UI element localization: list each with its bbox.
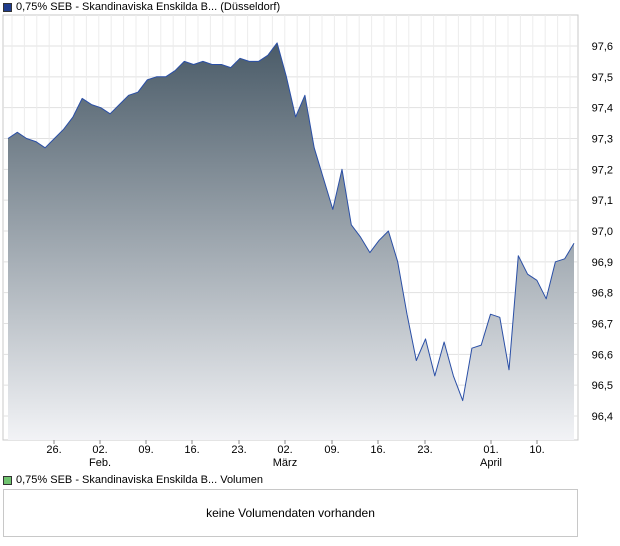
volume-legend: 0,75% SEB - Skandinaviska Enskilda B... … (3, 473, 263, 487)
volume-empty-message: keine Volumendaten vorhanden (206, 506, 375, 520)
price-legend-swatch (3, 2, 12, 12)
y-tick-label: 97,5 (592, 72, 613, 84)
month-label: April (480, 457, 502, 469)
y-tick-label: 96,8 (592, 288, 613, 300)
y-tick-label: 97,2 (592, 164, 613, 176)
x-tick-label: 09. (324, 444, 339, 456)
price-legend: 0,75% SEB - Skandinaviska Enskilda B... … (3, 0, 280, 14)
y-tick-label: 96,7 (592, 319, 613, 331)
y-tick-label: 97,6 (592, 41, 613, 53)
y-axis-ticks: 97,6 97,5 97,4 97,3 97,2 97,1 97,0 96,9 96,8 96,7… (592, 41, 613, 423)
volume-legend-swatch (3, 475, 12, 485)
y-tick-label: 97,3 (592, 134, 613, 146)
x-tick-label: 02. (92, 444, 107, 456)
price-chart: 97,6 97,5 97,4 97,3 97,2 97,1 97,0 96,9 96,8 96,7… (2, 14, 613, 469)
volume-panel: keine Volumendaten vorhanden (3, 489, 578, 537)
price-line (7, 42, 575, 402)
x-tick-label: 23. (231, 444, 246, 456)
x-tick-label: 16. (370, 444, 385, 456)
x-tick-label: 09. (138, 444, 153, 456)
x-tick-label: 01. (483, 444, 498, 456)
y-tick-label: 96,4 (592, 411, 613, 423)
y-tick-label: 97,0 (592, 226, 613, 238)
y-tick-label: 96,6 (592, 349, 613, 361)
y-tick-label: 97,4 (592, 103, 613, 115)
month-label: März (273, 457, 297, 469)
price-area-fill (8, 42, 574, 441)
y-tick-label: 96,9 (592, 257, 613, 269)
x-tick-label: 23. (417, 444, 432, 456)
month-label: Feb. (89, 457, 111, 469)
volume-legend-label: 0,75% SEB - Skandinaviska Enskilda B... … (16, 474, 264, 486)
month-labels: Feb. März April (89, 457, 502, 469)
x-axis-ticks: 26. 02. 09. 16. 23. 02. 09. 16. 23. 01. 10. (46, 440, 545, 456)
x-tick-label: 16. (184, 444, 199, 456)
y-tick-label: 96,5 (592, 380, 613, 392)
y-tick-label: 97,1 (592, 195, 613, 207)
x-tick-label: 10. (529, 444, 544, 456)
price-legend-label: 0,75% SEB - Skandinaviska Enskilda B... … (16, 1, 281, 13)
x-tick-label: 26. (46, 444, 61, 456)
x-tick-label: 02. (277, 444, 292, 456)
